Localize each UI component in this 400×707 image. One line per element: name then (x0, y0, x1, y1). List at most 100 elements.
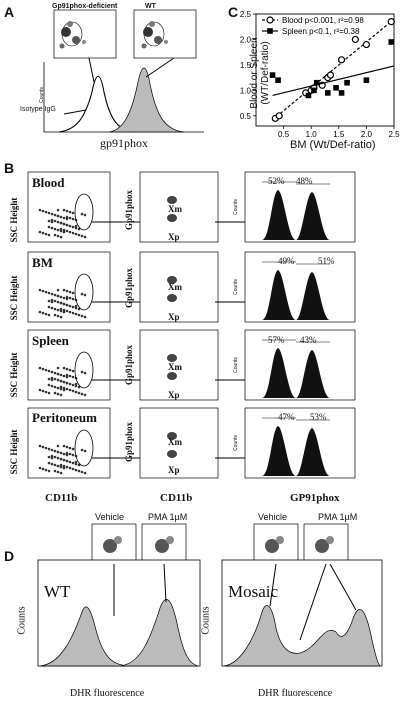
blood-point (387, 18, 395, 26)
counts-label-4: Counts (232, 435, 239, 451)
cluster-xm-blood (167, 196, 177, 204)
ssc-dot (50, 384, 54, 388)
xp-label-4: Xp (168, 465, 180, 475)
ssc-dot (83, 235, 87, 239)
plot-frame (255, 13, 395, 127)
hist-peak-right-peritoneum (296, 428, 330, 476)
blood-point (362, 40, 370, 49)
ssc-dot (68, 296, 72, 300)
ssc-dot (38, 288, 42, 292)
ssc-dot (44, 390, 48, 394)
ssc-dot (56, 444, 60, 448)
ssc-dot (62, 310, 66, 314)
y-tick-label: 2.0 (240, 35, 252, 44)
ssc-dot (50, 300, 54, 304)
ssc-dot (56, 208, 60, 212)
mosaic-label: Mosaic (228, 582, 279, 601)
scatter-ssc-peritoneum (27, 407, 111, 479)
hist-frame-bm (244, 251, 356, 323)
ssc-dot (71, 369, 75, 373)
hist-peak-left-peritoneum (262, 426, 296, 476)
panel-b-x-label-cd11b-2: CD11b (160, 492, 193, 504)
cluster-xm-spleen (167, 354, 177, 362)
ssc-dot (44, 312, 48, 316)
ssc-dot (59, 235, 63, 239)
blood-point (337, 56, 346, 64)
ssc-dot (47, 369, 51, 373)
ssc-dot (71, 297, 75, 301)
gp91-label-1: Gp91phox (124, 189, 134, 231)
ssc-dot (65, 367, 69, 371)
scatter-ssc-spleen (27, 329, 111, 401)
legend-blood-label: Blood p<0.001, r²=0.98 (282, 16, 364, 25)
ssc-dot (65, 459, 69, 463)
ssc-dot (65, 387, 69, 391)
fit-line-blood (272, 18, 395, 121)
ssc-dot (41, 231, 45, 235)
pct-bm-left: 49% (278, 256, 295, 266)
ssc-dot (44, 368, 48, 372)
ssc-dot (83, 371, 87, 375)
hist-frame-peritoneum (244, 407, 356, 479)
ssc-dot (71, 389, 75, 393)
ssc-dot (83, 293, 87, 297)
scatter-ssc-bm (27, 251, 111, 323)
ssc-dot (77, 469, 81, 473)
panel-a-x-label: gp91phox (100, 136, 148, 150)
y-tick-label: 1.5 (240, 61, 252, 70)
ssc-dot (65, 303, 69, 307)
ssc-dot (74, 462, 78, 466)
panel-b-x-label-gp91: GP91phox (290, 492, 340, 504)
ssc-dot (62, 216, 66, 220)
ssc-dot (53, 299, 57, 303)
ssc-dot (59, 227, 63, 231)
ssc-dot (53, 213, 57, 217)
ssc-dot (41, 311, 45, 315)
ssc-dot (62, 302, 66, 306)
fit-line-spleen (272, 65, 395, 97)
ssc-dot (53, 455, 57, 459)
ssc-dot (65, 215, 69, 219)
pct-bm-right: 51% (318, 256, 335, 266)
ssc-dot (68, 310, 72, 314)
ssc-dot (56, 456, 60, 460)
panel-c-scatter-chart: 0.5 1.0 1.5 2.0 2.5 0.5 1.0 1.5 2.0 2.5 Blood p<0.… (240, 10, 400, 139)
x-tick-label: 0.5 (278, 130, 290, 139)
hist-peak-left-spleen (262, 348, 296, 398)
panel-d-y-label-mosaic: Counts (200, 606, 212, 635)
pct-blood-right: 48% (296, 176, 313, 186)
pct-perit-right: 53% (310, 412, 327, 422)
xp-label-1: Xp (168, 232, 180, 242)
ssc-dot (68, 216, 72, 220)
ssc-dot (59, 385, 63, 389)
panel-a-y-label: Counts (38, 87, 45, 103)
ssc-dot (74, 460, 78, 464)
ssc-dot (74, 224, 78, 228)
ssc-dot (47, 299, 51, 303)
ssc-dot (65, 297, 69, 301)
panel-d-dhr (37, 523, 383, 667)
ssc-label-2: SSC Height (9, 275, 19, 321)
ssc-dot (62, 366, 66, 370)
spleen-point (313, 79, 320, 86)
panel-d-label: D (4, 548, 15, 564)
ssc-dot (62, 388, 66, 392)
ssc-dot (77, 313, 81, 317)
ssc-dot (65, 451, 69, 455)
ssc-dot (62, 444, 66, 448)
ssc-dot (53, 293, 57, 297)
ssc-dot (50, 370, 54, 374)
ssc-gate-spleen (74, 351, 94, 389)
ssc-dot (53, 469, 57, 473)
ssc-dot (62, 228, 66, 232)
ssc-dot (53, 449, 57, 453)
ssc-dot (47, 219, 51, 223)
spleen-point (275, 77, 281, 83)
ssc-dot (62, 386, 66, 390)
ssc-dot (59, 229, 63, 233)
ssc-dot (68, 230, 72, 234)
pct-spleen-left: 57% (268, 335, 285, 345)
ssc-dot (53, 307, 57, 311)
ssc-dot (68, 452, 72, 456)
ssc-dot (41, 289, 45, 293)
